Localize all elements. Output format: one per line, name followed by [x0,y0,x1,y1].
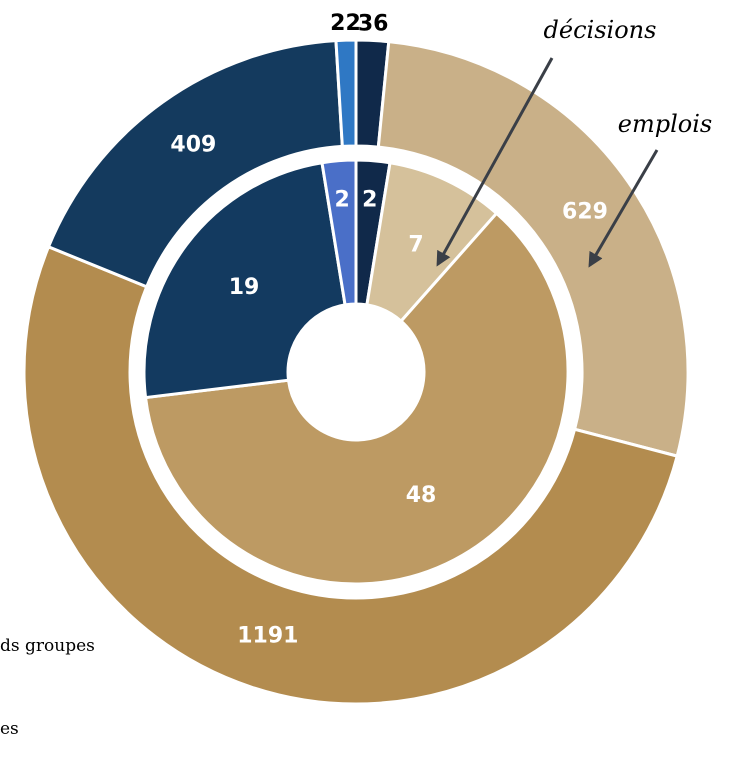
legend-fragment: ds groupes [0,636,95,656]
slice [143,211,570,586]
value-label: 48 [406,483,437,508]
rings [22,38,690,706]
value-label: 409 [170,132,216,157]
value-label: 7 [408,233,423,258]
value-label: 22 [330,11,361,36]
series-label: emplois [618,110,712,138]
legend-fragment: es [0,719,19,739]
slice [22,244,679,706]
series-label: décisions [544,16,657,44]
slice [334,38,358,149]
arrow [436,57,554,267]
value-label: 1191 [237,624,298,649]
value-label: 19 [229,275,260,300]
value-label: 2 [335,188,350,213]
slice [376,39,690,458]
value-label: 2 [362,188,377,213]
arrow [588,149,659,268]
slice [142,161,347,400]
slice [320,158,358,307]
value-label: 36 [358,11,389,36]
value-label: 629 [562,200,608,225]
